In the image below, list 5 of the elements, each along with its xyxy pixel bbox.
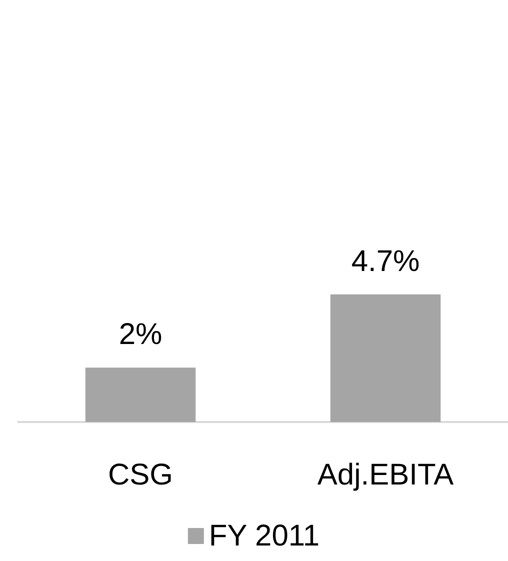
x-tick-label: CSG [108, 458, 174, 492]
x-tick-label: Adj.EBITA [317, 458, 454, 492]
legend-label: FY 2011 [208, 520, 320, 552]
data-label: 2% [118, 318, 162, 352]
data-label: 4.7% [351, 244, 420, 278]
